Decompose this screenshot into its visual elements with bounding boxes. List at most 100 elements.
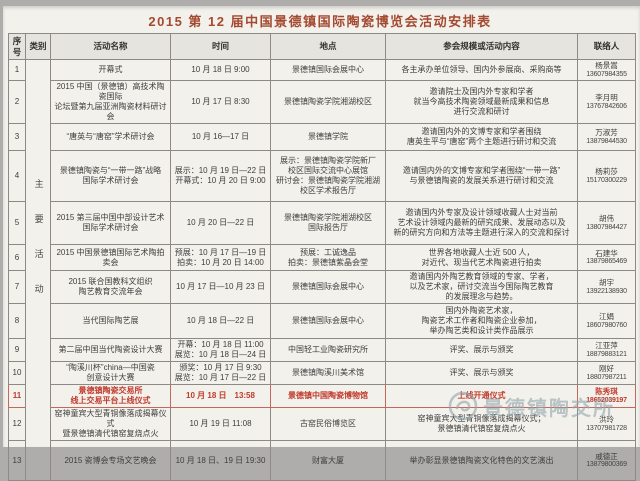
activity-time: 10 月 16—17 日 (170, 123, 271, 152)
contact-name: 洪玲 (599, 415, 614, 425)
activity-place: 景德镇中国陶瓷博物馆 (270, 384, 386, 409)
table-row: 6 2015 中国景德镇国际艺术陶拍卖会 预展：10 月 17 日—19 日 拍… (8, 244, 636, 272)
activity-name: 2015 联合国教科文组织 陶艺教育交流年会 (50, 270, 171, 305)
activity-name: 开幕式 (50, 59, 171, 82)
table-row: 5 2015 第三届中国中部设计艺术 国际学术研讨会 10 月 20 日—22 … (8, 201, 636, 246)
contact-name: 李月明 (595, 93, 618, 103)
contact-name: 江亚萍 (595, 341, 618, 351)
schedule-table: 序号 类别 活动名称 时间 地点 参会规模或活动内容 联络人 1 主要活动 开幕… (8, 32, 636, 481)
activity-time: 预展：10 月 17 日—19 日 拍卖：10 月 20 日 14:00 (170, 244, 271, 272)
contact-phone: 13879844530 (586, 137, 627, 145)
table-row: 9 第二届中国当代陶瓷设计大赛 开幕：10 月 18 日 11:00 展览：10… (8, 338, 636, 363)
activity-content: 邀请国内外的文博专家和学者围绕“一带一路” 与景德镇陶瓷的发展关系进行研讨和交流 (385, 150, 578, 203)
contact-cell: 洪玲 13707981728 (577, 407, 636, 442)
row-number: 12 (8, 407, 26, 442)
contact-cell: 刚好 18807987211 (577, 361, 636, 386)
contact-phone: 18879883121 (586, 350, 627, 358)
contact-cell: 万淑芳 13879844530 (577, 123, 636, 152)
row-number: 4 (8, 150, 26, 203)
activity-place: 景德镇国际会展中心 (270, 59, 386, 82)
row-number: 10 (8, 361, 26, 386)
activity-name: 窑神童宾大型青铜像落成揭幕仪式 暨景德镇清代镇窑复烧点火 (50, 407, 171, 442)
row-number: 2 (8, 80, 26, 125)
activity-time: 开幕：10 月 18 日 11:00 展览：10 月 18 日—24 日 (170, 338, 271, 363)
category-vertical-label: 主要活动 (33, 178, 44, 319)
activity-content: 各主承办单位领导、国内外参展商、采购商等 (385, 59, 578, 82)
contact-phone: 18607980760 (586, 321, 627, 329)
table-row: 12 窑神童宾大型青铜像落成揭幕仪式 暨景德镇清代镇窑复烧点火 10 月 19 … (8, 407, 636, 442)
row-number: 3 (8, 123, 26, 152)
contact-phone: 13607984355 (586, 70, 627, 78)
activity-content: 邀请院士及国内外专家和学者 就当今高技术陶瓷领域最新成果和信息 进行交流和研讨 (385, 80, 578, 125)
activity-time: 10 月 18 日 13:58 (170, 384, 271, 409)
header-time: 时间 (170, 32, 271, 61)
table-row: 2 2015 中国（景德镇）高技术陶瓷国际 论坛暨第九届亚洲陶瓷材料研讨会 10… (8, 80, 636, 125)
table-row: 3 “唐英与“唐窑”学术研讨会 10 月 16—17 日 景德镇学院 邀请国内外… (8, 123, 636, 152)
table-row: 4 景德镇陶瓷与“一带一路”战略 国际学术研讨会 展示：10 月 19 日—22… (8, 150, 636, 203)
activity-name: 2015 中国（景德镇）高技术陶瓷国际 论坛暨第九届亚洲陶瓷材料研讨会 (50, 80, 171, 125)
row-number: 9 (8, 338, 26, 363)
table-row: 10 “陶溪川杯”china—中国瓷 创意设计大赛 颁奖：10 月 17 日 9… (8, 361, 636, 386)
activity-place: 景德镇陶溪川美术馆 (270, 361, 386, 386)
contact-phone: 13879865469 (586, 258, 627, 266)
activity-name: 当代国际陶艺展 (50, 303, 171, 340)
activity-time: 10 月 18 日—22 日 (170, 303, 271, 340)
row-number: 8 (8, 303, 26, 340)
activity-time: 颁奖：10 月 17 日 9:30 展览：10 月 17 日—22 日 (170, 361, 271, 386)
activity-name: 第二届中国当代陶瓷设计大赛 (50, 338, 171, 363)
contact-phone: 13879800369 (586, 461, 627, 469)
activity-time: 10 月 17 日 8:30 (170, 80, 271, 125)
header-category: 类别 (25, 32, 51, 61)
contact-name: 戚德正 (595, 451, 618, 461)
contact-cell: 江亚萍 18879883121 (577, 338, 636, 363)
activity-name: “陶溪川杯”china—中国瓷 创意设计大赛 (50, 361, 171, 386)
contact-phone: 18652039197 (586, 396, 627, 404)
activity-place: 古窑民俗博览区 (270, 407, 386, 442)
activity-content: 邀请国内外的文博专家和学者围绕 唐英生平与“唐窑”两个主题进行研讨和交流 (385, 123, 578, 152)
contact-name: 杨莉莎 (595, 167, 618, 177)
activity-content: 邀请国内外专家及设计领域收藏人士对当前 艺术设计领域内最新的研究成果、发展动态以… (385, 201, 578, 246)
contact-cell: 陈秀琪 18652039197 (577, 384, 636, 409)
activity-place: 景德镇国际会展中心 (270, 303, 386, 340)
contact-cell: 胡伟 13807984427 (577, 201, 636, 246)
contact-cell: 石建华 13879865469 (577, 244, 636, 272)
row-number: 11 (8, 384, 26, 409)
contact-name: 万淑芳 (595, 128, 618, 138)
header-contact: 联络人 (577, 32, 636, 61)
activity-time: 10 月 20 日—22 日 (170, 201, 271, 246)
contact-cell: 江娟 18607980760 (577, 303, 636, 340)
table-row: 8 当代国际陶艺展 10 月 18 日—22 日 景德镇国际会展中心 国内外陶瓷… (8, 303, 636, 340)
activity-content: 国内外陶瓷艺术家， 陶瓷艺术工作者和陶瓷企业参加， 举办陶艺类和设计类作品展示 (385, 303, 578, 340)
activity-content: 世界各地收藏人士近 500 人， 对近代、现当代艺术陶瓷进行拍卖 (385, 244, 578, 272)
table-row: 7 2015 联合国教科文组织 陶艺教育交流年会 10 月 17 日—10 月 … (8, 270, 636, 305)
contact-phone: 13767842606 (586, 102, 627, 110)
contact-name: 江娟 (599, 312, 614, 322)
activity-place: 景德镇陶瓷学院湘湖校区 (270, 80, 386, 125)
row-number: 5 (8, 201, 26, 246)
contact-name: 石建华 (595, 248, 618, 258)
activity-time: 展示：10 月 19 日—22 日 开幕式：10 月 20 日 9:00 (170, 150, 271, 203)
header-content: 参会规模或活动内容 (385, 32, 578, 61)
activity-content: 窑神童宾大型青铜像落成揭幕仪式； 景德镇清代镇窑复烧点火 (385, 407, 578, 442)
contact-name: 陈秀琪 (595, 387, 618, 397)
contact-phone: 13707981728 (586, 424, 627, 432)
row-number: 6 (8, 244, 26, 272)
header-no: 序号 (8, 32, 26, 61)
contact-name: 胡宇 (599, 278, 614, 288)
contact-phone: 15170300229 (586, 176, 627, 184)
category-cell: 主要活动 (25, 59, 51, 481)
activity-place: 预展：工诚逸品 拍卖：景德镇紫晶会堂 (270, 244, 386, 272)
contact-name: 胡伟 (599, 214, 614, 224)
activity-time: 10 月 17 日—10 月 23 日 (170, 270, 271, 305)
activity-name: 景德镇陶瓷与“一带一路”战略 国际学术研讨会 (50, 150, 171, 203)
activity-content: 评奖、展示与颁奖 (385, 338, 578, 363)
activity-content: 邀请国内外陶艺教育领域的专家、学者， 以及艺术家，研讨交流当今国际陶艺教育 的发… (385, 270, 578, 305)
contact-phone: 18807987211 (586, 373, 627, 381)
contact-cell: 杨莉莎 15170300229 (577, 150, 636, 203)
table-row-highlighted: 11 景德镇陶瓷交易所 线上交易平台上线仪式 10 月 18 日 13:58 景… (8, 384, 636, 409)
activity-content: 评奖、展示与颁奖 (385, 361, 578, 386)
contact-name: 杨景嵩 (595, 61, 618, 71)
activity-place: 景德镇学院 (270, 123, 386, 152)
contact-phone: 13807984427 (586, 223, 627, 231)
activity-name: “唐英与“唐窑”学术研讨会 (50, 123, 171, 152)
